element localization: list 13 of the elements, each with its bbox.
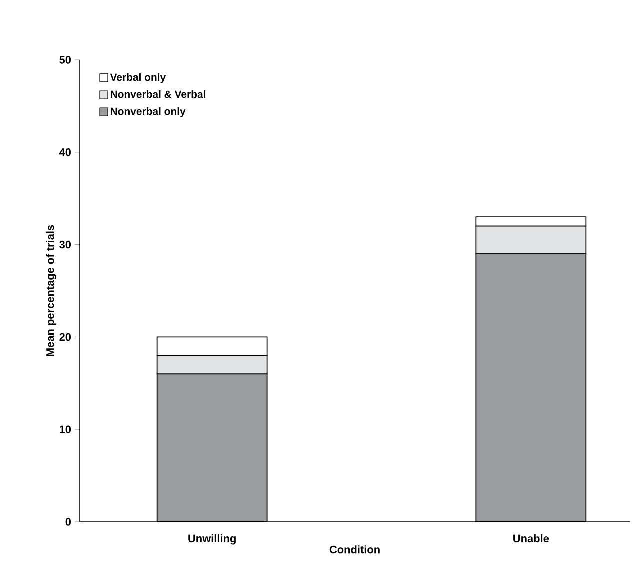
y-tick-label: 30	[60, 240, 72, 249]
y-tick-label: 20	[60, 333, 72, 342]
y-tick-label: 40	[59, 148, 72, 156]
x-tick-label: Unable	[514, 534, 550, 543]
y-axis-title: Mean percentage of trials	[46, 225, 56, 356]
x-tick-label: Unwilling	[188, 534, 236, 545]
legend-label: Nonverbal & Verbal	[110, 90, 206, 98]
y-tick-label: 0	[66, 518, 72, 526]
x-axis-title: Condition	[330, 546, 380, 554]
legend-label: Verbal only	[110, 73, 166, 84]
y-tick-label: 50	[60, 56, 72, 64]
legend-label: Nonverbal only	[110, 108, 186, 118]
y-tick-label: 10	[60, 426, 72, 434]
